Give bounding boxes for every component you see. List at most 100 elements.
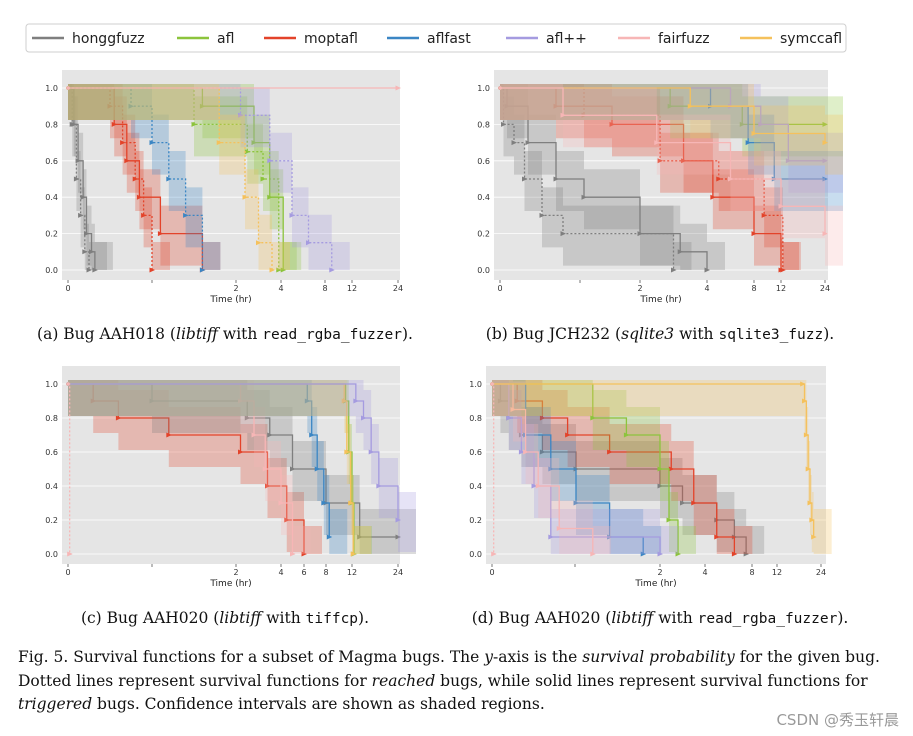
- event-marker-afl: [590, 415, 596, 421]
- confidence-band-afl: [68, 380, 372, 554]
- legend-entry-afl++: afl++: [546, 31, 587, 47]
- event-marker-aflfast: [573, 500, 579, 506]
- start-marker-fairfuzz: [490, 382, 494, 386]
- event-marker-moptafl: [514, 398, 521, 404]
- y-tick-label: 0.8: [45, 414, 58, 423]
- event-marker-honggfuzz: [704, 267, 710, 273]
- event-marker-aflfast: [128, 103, 134, 109]
- event-marker-symccafl: [687, 103, 694, 109]
- event-marker-symccafl: [348, 500, 354, 506]
- event-marker-afl++: [506, 415, 512, 421]
- event-marker-honggfuzz: [71, 121, 77, 127]
- event-marker-symccafl: [216, 140, 223, 146]
- confidence-band-symccafl: [492, 380, 832, 554]
- start-marker-fairfuzz: [498, 86, 502, 90]
- x-tick-label: 4: [278, 568, 283, 577]
- confidence-band-symccafl: [68, 84, 290, 270]
- plot-area: [62, 70, 400, 280]
- survival-line-honggfuzz-triggered: [500, 87, 708, 270]
- event-marker-honggfuzz: [395, 534, 401, 540]
- event-marker-afl++: [758, 121, 764, 127]
- event-marker-fairfuzz: [278, 500, 284, 506]
- event-marker-afl++: [531, 483, 537, 489]
- confidence-band-aflfast: [68, 84, 221, 270]
- event-marker-honggfuzz: [92, 267, 98, 273]
- event-marker-honggfuzz: [553, 176, 559, 182]
- event-marker-afl++: [376, 483, 382, 489]
- event-marker-moptafl: [751, 231, 757, 237]
- survival-line-symccafl-reached: [68, 87, 273, 270]
- event-marker-honggfuzz: [497, 398, 504, 404]
- event-marker-symccafl: [256, 240, 262, 246]
- event-marker-honggfuzz: [657, 483, 663, 489]
- confidence-band-aflfast: [492, 380, 662, 554]
- event-marker-honggfuzz: [82, 249, 88, 255]
- event-marker-symccafl: [803, 432, 810, 438]
- y-tick-label: 0.2: [469, 516, 482, 525]
- event-marker-moptafl: [115, 415, 122, 421]
- x-tick-label: 12: [347, 284, 357, 293]
- event-marker-symccafl: [822, 140, 828, 146]
- survival-line-afl++-triggered: [500, 87, 825, 162]
- event-marker-moptafl: [107, 103, 113, 109]
- subfigure-caption-b: (b) Bug JCH232 (sqlite3 with sqlite3_fuz…: [485, 325, 835, 343]
- confidence-band-afl++: [68, 84, 350, 270]
- survival-line-fairfuzz-triggered: [68, 383, 294, 554]
- start-marker-fairfuzz: [66, 382, 70, 386]
- event-marker-afl: [191, 121, 197, 127]
- survival-line-afl++-reached: [68, 87, 333, 270]
- legend-entry-fairfuzz: fairfuzz: [658, 31, 710, 47]
- x-tick-label: 4: [278, 284, 283, 293]
- event-marker-afl: [666, 517, 672, 523]
- legend-entry-symccafl: symccafl: [780, 31, 842, 47]
- event-marker-honggfuzz: [560, 231, 566, 237]
- x-tick-label: 8: [322, 284, 327, 293]
- event-marker-aflfast: [304, 398, 311, 404]
- event-marker-honggfuzz: [89, 249, 95, 255]
- x-axis-label: Time (hr): [209, 295, 251, 305]
- event-marker-symccafl: [807, 500, 813, 506]
- survival-line-symccafl-triggered: [492, 383, 815, 537]
- event-marker-honggfuzz: [357, 534, 363, 540]
- y-tick-label: 1.0: [469, 380, 482, 389]
- figure-caption: Fig. 5. Survival functions for a subset …: [18, 648, 880, 713]
- y-tick-label: 0.6: [45, 448, 58, 457]
- event-marker-symccafl: [242, 194, 248, 200]
- event-marker-afl: [267, 194, 273, 200]
- confidence-band-afl++: [500, 84, 843, 193]
- event-marker-moptafl: [141, 212, 147, 218]
- event-marker-honggfuzz: [83, 231, 90, 237]
- event-marker-moptafl: [149, 267, 155, 273]
- event-marker-afl: [251, 140, 257, 146]
- survival-line-honggfuzz-reached: [68, 87, 90, 270]
- x-tick-label: 24: [393, 284, 403, 293]
- y-tick-label: 0.0: [469, 550, 482, 559]
- event-marker-honggfuzz: [539, 212, 545, 218]
- event-marker-afl: [280, 267, 287, 273]
- event-marker-fairfuzz: [523, 449, 529, 455]
- x-tick-label: 24: [816, 568, 826, 577]
- y-tick-label: 0.2: [477, 230, 490, 239]
- survival-line-fairfuzz-triggered: [492, 383, 594, 554]
- y-tick-label: 1.0: [477, 84, 490, 93]
- event-marker-honggfuzz: [522, 176, 528, 182]
- event-marker-moptafl: [607, 449, 613, 455]
- event-marker-moptafl: [124, 158, 130, 164]
- event-marker-moptafl: [284, 517, 290, 523]
- watermark: CSDN @秀玉轩晨: [776, 711, 899, 729]
- x-tick-label: 0: [497, 284, 502, 293]
- event-marker-honggfuzz: [75, 158, 82, 164]
- event-marker-aflfast: [309, 432, 315, 438]
- y-tick-label: 1.0: [45, 380, 58, 389]
- y-tick-label: 0.0: [477, 266, 490, 275]
- event-marker-aflfast: [745, 140, 752, 146]
- x-tick-label: 8: [323, 568, 328, 577]
- event-marker-aflfast: [822, 176, 828, 182]
- event-marker-afl++: [238, 112, 244, 118]
- event-marker-afl: [623, 432, 630, 438]
- x-tick-label: 2: [233, 568, 238, 577]
- event-marker-afl++: [361, 415, 367, 421]
- x-tick-label: 2: [233, 284, 238, 293]
- confidence-band-moptafl: [68, 380, 322, 554]
- survival-line-afl++-triggered: [68, 383, 399, 520]
